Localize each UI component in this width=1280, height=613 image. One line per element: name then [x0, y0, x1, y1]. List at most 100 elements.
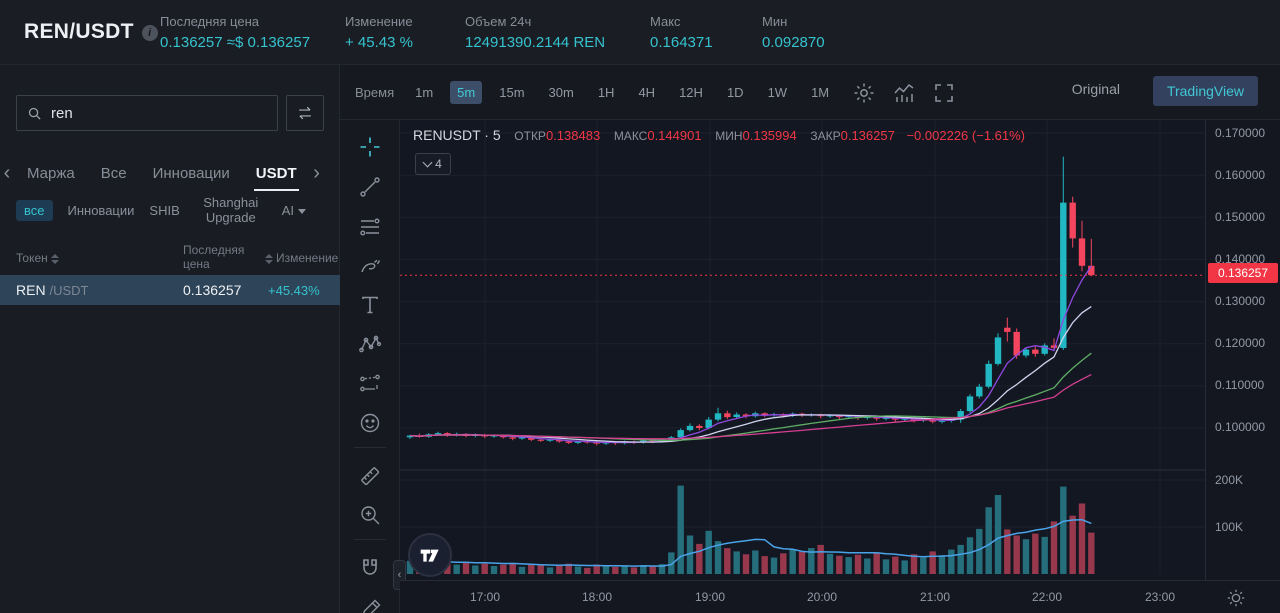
- market-sidebar: ‹ Маржа Все Инновации USDT › все Инновац…: [0, 65, 340, 613]
- time-tick: 22:00: [1031, 590, 1063, 604]
- col-change[interactable]: Изменение: [262, 251, 340, 265]
- chip-all[interactable]: все: [16, 199, 53, 221]
- stat-label: Изменение: [345, 14, 413, 29]
- stat-value: 0.164371: [650, 34, 713, 51]
- tf-30m[interactable]: 30m: [548, 85, 574, 100]
- price-axis[interactable]: 0.170000 0.160000 0.150000 0.140000 0.13…: [1205, 120, 1280, 580]
- stat-label: Мин: [762, 14, 788, 29]
- tf-1m-month[interactable]: 1M: [811, 85, 830, 100]
- zoom-in-tool-icon[interactable]: [358, 503, 382, 527]
- time-tick: 18:00: [581, 590, 613, 604]
- chip-shib[interactable]: SHIB: [149, 202, 180, 218]
- pair-header: REN/USDT i Последняя цена 0.136257 ≈$ 0.1…: [0, 0, 1280, 65]
- theme-sun-icon[interactable]: [1225, 587, 1247, 609]
- crosshair-tool-icon[interactable]: [358, 135, 382, 159]
- tf-1d[interactable]: 1D: [726, 85, 744, 100]
- legend-low-label: МИН: [715, 129, 743, 143]
- legend-change: −0.002226 (−1.61%): [906, 128, 1026, 143]
- brush-tool-icon[interactable]: [358, 255, 382, 279]
- indicators-collapse-button[interactable]: 4: [415, 153, 451, 175]
- legend-high-label: МАКС: [613, 129, 648, 143]
- magnet-tool-icon[interactable]: [358, 556, 382, 580]
- legend-close-value: 0.136257: [840, 128, 895, 143]
- time-tick: 20:00: [806, 590, 838, 604]
- fullscreen-icon[interactable]: [932, 81, 956, 105]
- pair-row-ren-usdt[interactable]: REN /USDT 0.136257 +45.43%: [0, 275, 340, 305]
- search-box[interactable]: [16, 95, 278, 131]
- legend-open-label: ОТКР: [514, 129, 546, 143]
- stat-value: + 45.43 %: [345, 34, 413, 51]
- price-tick: 0.140000: [1215, 252, 1266, 266]
- trendline-tool-icon[interactable]: [358, 175, 382, 199]
- info-icon[interactable]: i: [141, 25, 158, 41]
- tf-12h[interactable]: 12H: [679, 85, 703, 100]
- stat-value: 12491390.2144 REN: [465, 34, 606, 51]
- volume-tick: 200K: [1215, 473, 1244, 487]
- tf-1w[interactable]: 1W: [767, 85, 788, 100]
- pair-name: REN/USDT: [24, 20, 134, 43]
- tabs-scroll-left-icon[interactable]: ‹: [3, 161, 11, 184]
- gear-icon[interactable]: [852, 81, 876, 105]
- stat-volume: Объем 24ч 12491390.2144 REN: [465, 14, 605, 51]
- view-tradingview-button[interactable]: TradingView: [1152, 76, 1258, 106]
- view-original-button[interactable]: Original: [1071, 81, 1120, 97]
- tf-5m[interactable]: 5m: [450, 81, 483, 104]
- tabs-scroll-right-icon[interactable]: ›: [313, 161, 320, 184]
- edit-drawing-tool-icon[interactable]: [358, 598, 382, 613]
- search-input[interactable]: [51, 104, 251, 122]
- chart-toolbar: Время 1m 5m 15m 30m 1H 4H 12H 1D 1W 1M O…: [340, 65, 1280, 120]
- col-token[interactable]: Токен: [16, 251, 62, 265]
- legend-close-label: ЗАКР: [810, 129, 841, 143]
- swap-pairs-button[interactable]: [286, 95, 324, 131]
- stat-value: 0.092870: [762, 34, 825, 51]
- price-tick: 0.130000: [1215, 294, 1266, 308]
- market-tabs: ‹ Маржа Все Инновации USDT ›: [0, 155, 340, 191]
- candlestick-chart[interactable]: [400, 120, 1205, 580]
- forecast-tool-icon[interactable]: [358, 372, 382, 396]
- tf-15m[interactable]: 15m: [499, 85, 525, 100]
- tradingview-logo: [408, 533, 452, 577]
- stat-change: Изменение + 45.43 %: [345, 14, 413, 51]
- stat-last-price: Последняя цена 0.136257 ≈$ 0.136257: [160, 14, 310, 51]
- indicators-icon[interactable]: [892, 81, 916, 105]
- chip-ai-label: AI: [281, 202, 295, 218]
- tab-all[interactable]: Все: [100, 164, 127, 182]
- chip-ai-dropdown[interactable]: AI: [281, 202, 307, 218]
- chip-shanghai-upgrade[interactable]: Shanghai Upgrade: [203, 195, 259, 225]
- swap-icon: [299, 106, 311, 120]
- ruler-tool-icon[interactable]: [358, 464, 382, 488]
- fib-retracement-tool-icon[interactable]: [358, 215, 382, 239]
- stat-label: Макс: [650, 14, 681, 29]
- text-tool-icon[interactable]: [358, 293, 382, 317]
- time-tick: 23:00: [1144, 590, 1176, 604]
- legend-high-value: 0.144901: [647, 128, 702, 143]
- legend-low-value: 0.135994: [742, 128, 797, 143]
- last-price-badge: 0.136257: [1208, 263, 1278, 283]
- emoji-tool-icon[interactable]: [358, 411, 382, 435]
- time-tick: 17:00: [469, 590, 501, 604]
- stat-label: Последняя цена: [160, 14, 259, 29]
- time-label: Время: [355, 85, 395, 100]
- tf-1m[interactable]: 1m: [415, 85, 434, 100]
- stat-value: 0.136257 ≈$ 0.136257: [160, 34, 311, 51]
- tab-usdt[interactable]: USDT: [253, 164, 299, 191]
- sort-icon: [50, 254, 59, 264]
- tab-innovation[interactable]: Инновации: [152, 164, 230, 182]
- timeframe-list: Время 1m 5m 15m 30m 1H 4H 12H 1D 1W 1M: [355, 65, 956, 120]
- chart-pane[interactable]: RENUSDT · 5 ОТКР0.138483 МАКС0.144901 МИ…: [393, 120, 1205, 590]
- xabcd-pattern-tool-icon[interactable]: [358, 332, 382, 356]
- price-tick: 0.100000: [1215, 420, 1266, 434]
- price-tick: 0.160000: [1215, 168, 1266, 182]
- drawing-toolbar: [340, 120, 400, 613]
- legend-symbol[interactable]: RENUSDT · 5: [413, 127, 501, 143]
- tf-4h[interactable]: 4H: [638, 85, 656, 100]
- search-icon: [28, 107, 41, 120]
- chevron-down-icon: [422, 157, 433, 168]
- volume-tick: 100K: [1215, 520, 1244, 534]
- chip-innovation[interactable]: Инновации: [67, 202, 135, 218]
- tab-margin[interactable]: Маржа: [27, 164, 75, 182]
- time-axis[interactable]: 17:00 18:00 19:00 20:00 21:00 22:00 23:0…: [400, 580, 1280, 613]
- tf-1h[interactable]: 1H: [597, 85, 615, 100]
- pair-title: REN/USDT i: [24, 20, 158, 44]
- col-last-price[interactable]: Последняя цена: [183, 243, 245, 271]
